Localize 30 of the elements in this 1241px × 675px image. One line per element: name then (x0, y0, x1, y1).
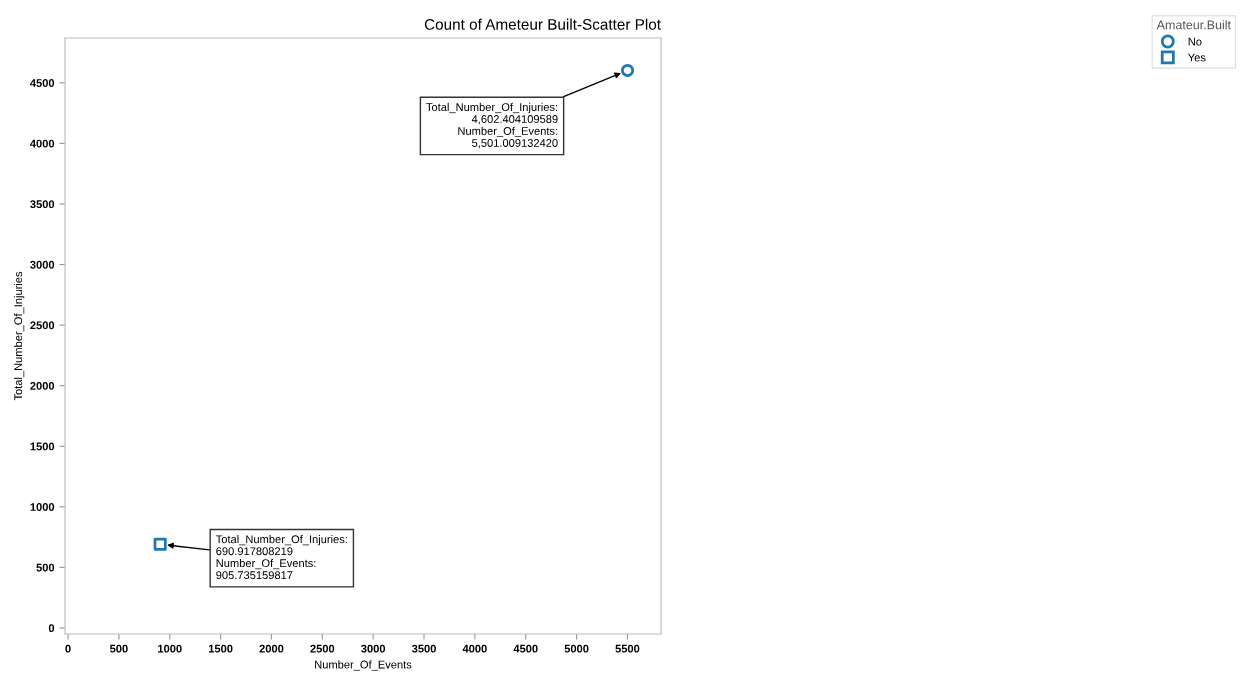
y-tick-label: 2000 (30, 381, 55, 390)
x-axis-title: Number_Of_Events (315, 660, 412, 671)
legend-title: Amateur.Built (1156, 20, 1231, 30)
annotation: Total_Number_Of_Injuries: 690.917808219 Number_Of_Events: 905.735159817 (215, 535, 347, 580)
x-tick-label: 3000 (361, 644, 386, 653)
y-tick-label: 4000 (30, 139, 55, 148)
y-axis-title: Total_Number_Of_Injuries (13, 271, 25, 401)
y-tick-label: 3000 (30, 260, 55, 269)
x-tick-label: 5000 (564, 644, 589, 653)
x-tick-label: 1500 (208, 644, 233, 653)
annotation: Total_Number_Of_Injuries: 4,602.404109589 Number_Of_Events: 5,501.009132420 (426, 102, 558, 149)
x-tick-label: 500 (109, 644, 128, 653)
x-tick-label: 0 (65, 644, 71, 653)
x-tick-label: 2000 (259, 644, 284, 653)
y-tick-label: 2500 (30, 321, 55, 330)
y-tick-label: 1500 (30, 442, 55, 451)
x-tick-label: 4500 (513, 644, 538, 653)
x-tick-label: 4000 (462, 644, 487, 653)
legend-label: No (1188, 37, 1202, 46)
y-tick-label: 0 (48, 624, 55, 633)
chart-title: Count of Ameteur Built-Scatter Plot (424, 18, 661, 30)
x-tick-label: 3500 (411, 644, 436, 653)
y-tick-label: 3500 (30, 200, 55, 209)
x-tick-label: 1000 (158, 644, 182, 653)
legend-label: Yes (1188, 53, 1206, 62)
y-tick-label: 500 (36, 563, 55, 572)
x-tick-label: 2500 (310, 644, 335, 653)
y-tick-label: 1000 (30, 503, 55, 511)
y-tick-label: 4500 (30, 79, 55, 87)
x-tick-label: 5500 (615, 644, 640, 653)
